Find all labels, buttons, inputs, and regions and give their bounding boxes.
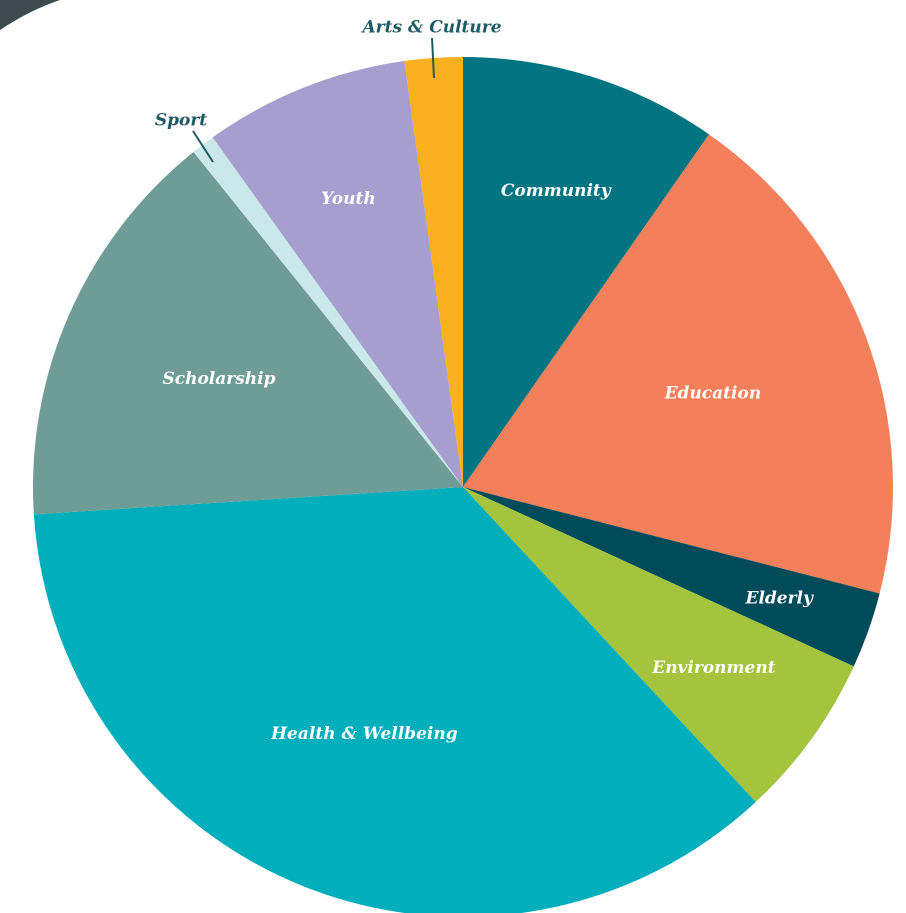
slice-label-health-and-wellbeing: Health & Wellbeing [270, 724, 458, 744]
pie-slice-arts-and-culture [404, 57, 463, 487]
slice-label-environment: Environment [651, 658, 775, 678]
pie-slice-environment [463, 487, 854, 802]
slice-label-community: Community [501, 181, 612, 201]
slice-labels: Community Education Elderly Environment Heal… [155, 18, 814, 745]
pie-slice-community [463, 57, 709, 487]
pie-slice-elderly [463, 487, 880, 667]
pie-slice-education [463, 134, 894, 594]
slice-label-youth: Youth [321, 189, 376, 209]
pie-slices [32, 57, 894, 913]
leader-line-sport [192, 130, 214, 163]
slice-label-scholarship: Scholarship [162, 369, 275, 389]
pie-slice-scholarship [32, 151, 464, 515]
leader-lines [192, 37, 435, 163]
pie-slice-health-and-wellbeing [33, 487, 756, 913]
pie-slice-sport [193, 137, 464, 487]
slice-label-sport: Sport [155, 111, 207, 131]
pie-slice-youth [212, 61, 463, 487]
slice-label-elderly: Elderly [744, 588, 814, 608]
slice-label-education: Education [664, 384, 762, 404]
corner-decoration [0, 0, 60, 30]
slice-label-arts-and-culture: Arts & Culture [360, 18, 501, 38]
leader-line-arts-and-culture [431, 37, 435, 79]
